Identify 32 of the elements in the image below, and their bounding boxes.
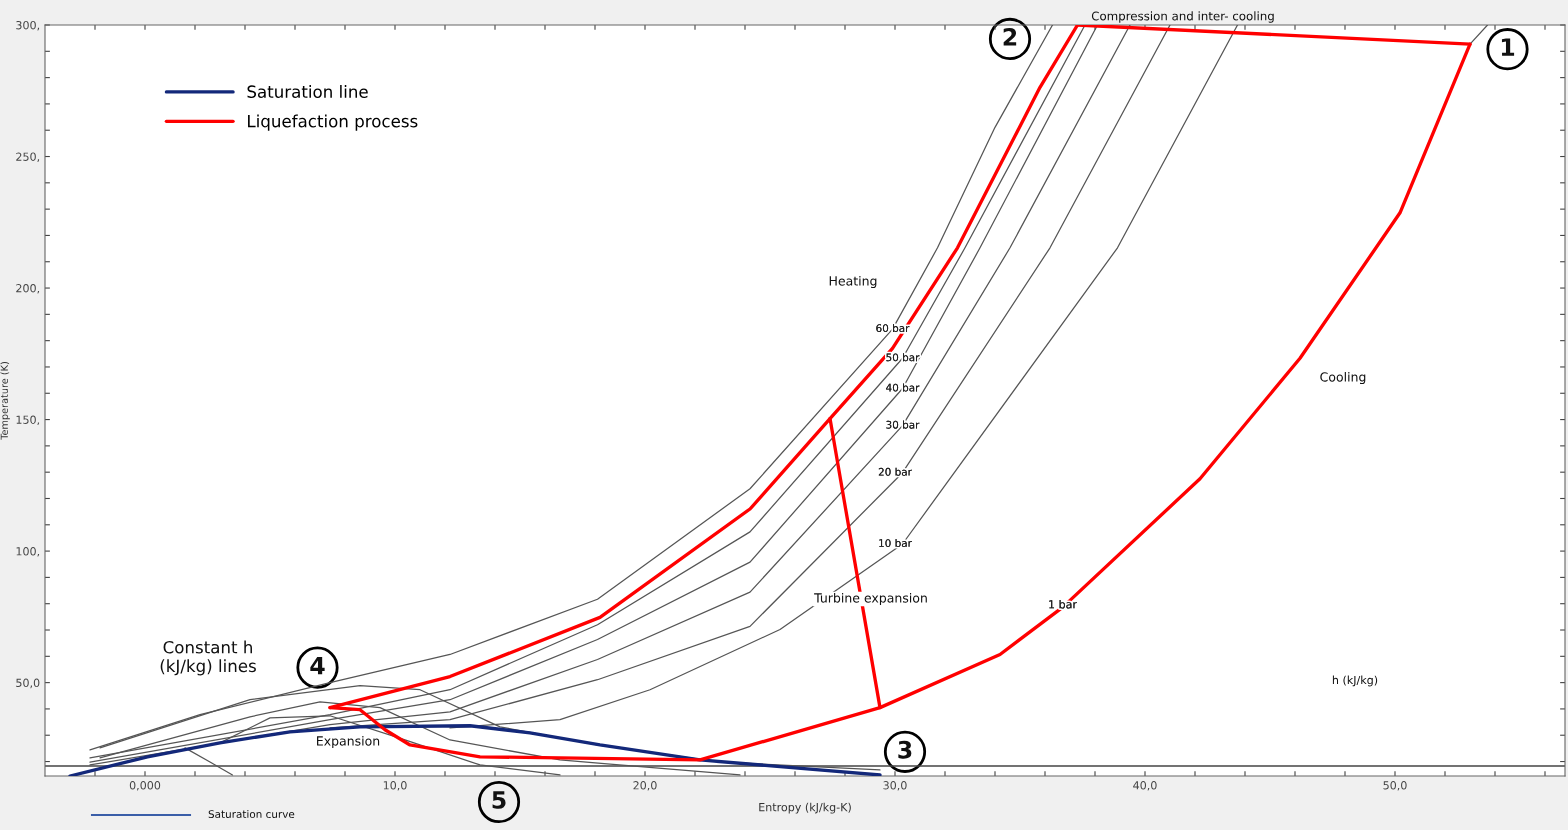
annotation: Constant h (kJ/kg) lines <box>160 640 256 676</box>
legend-label: Saturation line <box>247 85 368 98</box>
annotation: 4 <box>310 656 325 675</box>
text: Saturation curve <box>208 809 295 819</box>
annotation: 50 bar <box>886 353 920 362</box>
annotation: 30 bar <box>886 420 920 429</box>
annotation: 40 bar <box>886 383 920 392</box>
legend-label: Liquefaction process <box>248 114 418 131</box>
x-tick-label: 40,0 <box>1133 781 1157 791</box>
x-tick-label: 10,0 <box>383 781 407 791</box>
x-tick-label: 0,000 <box>129 781 161 791</box>
x-axis-title: Entropy (kJ/kg-K) <box>759 802 851 814</box>
text: Compression and inter- cooling <box>1091 11 1274 23</box>
y-tick-label: 300, <box>16 20 40 31</box>
annotation: Turbine expansion <box>814 592 927 606</box>
y-axis-title: Temperature (K) <box>0 362 10 440</box>
x-tick-label: 20,0 <box>633 781 657 791</box>
x-tick-label: 30,0 <box>883 781 907 791</box>
annotation: 1 <box>1501 38 1515 56</box>
annotation: 3 <box>898 740 912 759</box>
annotation: Cooling <box>1320 371 1366 385</box>
annotation: h (kJ/kg) <box>1332 675 1378 687</box>
y-tick-label: 100, <box>16 547 40 557</box>
annotation: 2 <box>1003 27 1017 46</box>
annotation: Expansion <box>317 735 380 749</box>
annotation: Heating <box>829 275 877 289</box>
y-tick-label: 250, <box>16 152 40 163</box>
text: 5 <box>492 791 506 809</box>
y-tick-label: 200, <box>16 284 40 294</box>
y-tick-label: 50,0 <box>16 678 40 689</box>
y-tick-label: 150, <box>16 415 40 426</box>
x-tick-label: 50,0 <box>1383 781 1407 791</box>
